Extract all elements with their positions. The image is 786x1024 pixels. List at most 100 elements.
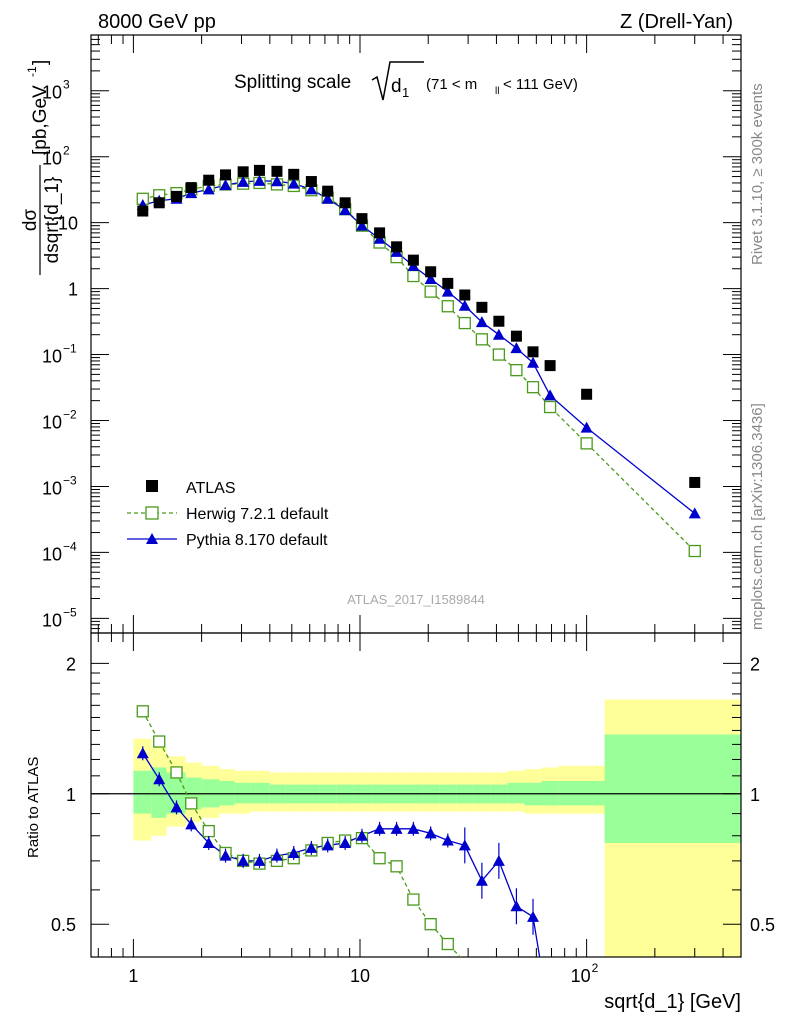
header-right: Z (Drell-Yan) — [620, 11, 733, 33]
y-tick-label-sup: −4 — [63, 539, 77, 553]
y-tick-label: 10 — [42, 149, 62, 169]
legend-atlas-marker — [146, 480, 158, 492]
herwig-ratio-point — [373, 852, 386, 865]
ratio-band — [133, 699, 741, 957]
x-tick-label-sup: 2 — [592, 961, 599, 975]
pythia-ratio-point — [287, 846, 300, 858]
herwig-ratio-point — [441, 937, 454, 951]
title-range-pre: (71 < m — [426, 76, 477, 93]
atlas-point — [305, 176, 317, 188]
ratio-plot-marks — [136, 705, 541, 957]
pythia-ratio-point — [458, 839, 471, 851]
pythia-ratio-point — [321, 839, 334, 851]
pythia-ratio-point — [253, 854, 266, 866]
y-tick-label: 10 — [42, 478, 62, 498]
band-inner-bin — [234, 782, 251, 804]
legend-herwig: Herwig 7.2.1 default — [127, 506, 329, 523]
legend-pythia-label: Pythia 8.170 default — [186, 532, 328, 549]
herwig-ratio-point — [407, 893, 420, 906]
herwig-point — [526, 381, 540, 394]
y-tick-label: 10 — [42, 83, 62, 103]
mcplots-label: mcplots.cern.ch [arXiv:1306.3436] — [749, 403, 766, 630]
pythia-point — [688, 507, 701, 519]
herwig-point — [580, 437, 593, 450]
herwig-point — [475, 333, 489, 346]
pythia-point — [475, 316, 488, 328]
y-tick-label-sup: −5 — [63, 605, 77, 619]
pythia-ratio-point — [475, 874, 488, 886]
y-tick-label: 10 — [42, 610, 62, 630]
y-label-units: [pb,GeV — [30, 85, 51, 155]
y-tick-label-sup: −2 — [63, 408, 77, 422]
pythia-ratio-point — [202, 836, 215, 848]
pythia-point — [510, 342, 523, 354]
x-tick-label: 10 — [571, 966, 591, 986]
ratio-y-tick-label: 0.5 — [51, 915, 76, 935]
herwig-point — [458, 316, 471, 330]
pythia-point — [305, 183, 318, 195]
herwig-ratio-point — [153, 735, 166, 748]
herwig-point — [407, 269, 420, 283]
y-tick-label: 10 — [42, 544, 62, 564]
y-label-units-sup: -1 — [25, 66, 39, 77]
atlas-point — [544, 360, 556, 372]
title-main: Splitting scale — [234, 72, 351, 93]
atlas-point — [527, 346, 539, 358]
pythia-ratio-point — [270, 849, 283, 861]
herwig-ratio-point — [170, 766, 183, 779]
pythia-ratio-point — [305, 841, 318, 853]
ratio-y-tick-label: 2 — [66, 654, 76, 674]
atlas-point — [220, 169, 232, 181]
atlas-point — [493, 315, 505, 327]
plot-title: Splitting scale d 1 (71 < m ll < 111 GeV… — [234, 61, 578, 101]
pythia-ratio-point — [492, 854, 505, 866]
y-tick-label: 10 — [42, 413, 62, 433]
pythia-ratio-point — [424, 827, 437, 839]
y-tick-label: 10 — [58, 214, 78, 234]
y-tick-label-sup: −1 — [63, 342, 77, 356]
y-tick-label-sup: 2 — [63, 144, 70, 158]
legend-herwig-marker — [145, 506, 159, 520]
atlas-point — [339, 197, 351, 209]
rivet-label: Rivet 3.1.10, ≥ 300k events — [749, 83, 766, 265]
pythia-point — [270, 175, 283, 187]
ratio-frame — [90, 632, 742, 958]
band-inner-bin — [133, 770, 152, 814]
pythia-point — [287, 177, 300, 189]
herwig-ratio-point — [185, 797, 198, 810]
pythia-ratio-point — [373, 822, 386, 834]
pythia-ratio-point — [339, 836, 352, 848]
atlas-point — [288, 168, 300, 180]
ratio-y-tick-label-right: 2 — [750, 654, 760, 674]
pythia-point — [492, 328, 505, 340]
y-tick-label: 1 — [68, 280, 78, 300]
atlas-point — [425, 266, 437, 278]
pythia-ratio-point — [136, 747, 149, 759]
title-range-sub: ll — [495, 86, 499, 97]
legend-atlas-label: ATLAS — [186, 480, 236, 497]
title-range-post: < 111 GeV) — [503, 76, 578, 93]
atlas-point — [689, 476, 701, 488]
legend-pythia-marker — [146, 533, 158, 544]
pythia-point — [580, 421, 593, 433]
atlas-point — [476, 301, 488, 313]
pythia-ratio-point — [407, 822, 420, 834]
atlas-point — [271, 165, 283, 177]
herwig-point — [688, 544, 701, 558]
ratio-y-tick-label: 1 — [66, 785, 76, 805]
pythia-point — [527, 356, 540, 368]
herwig-ratio-point — [202, 824, 215, 838]
pythia-ratio-point — [527, 910, 540, 922]
band-inner-bin — [250, 782, 270, 804]
legend-atlas: ATLAS — [146, 480, 236, 497]
atlas-point — [459, 289, 471, 301]
atlas-point — [407, 254, 419, 266]
herwig-point — [510, 364, 523, 377]
atlas-point — [442, 277, 454, 289]
x-label: sqrt{d_1} [GeV] — [604, 991, 741, 1013]
herwig-point — [492, 348, 506, 361]
y-tick-label-sup: −3 — [63, 473, 77, 487]
pythia-ratio-point — [441, 834, 454, 846]
x-tick-label: 1 — [128, 966, 138, 986]
